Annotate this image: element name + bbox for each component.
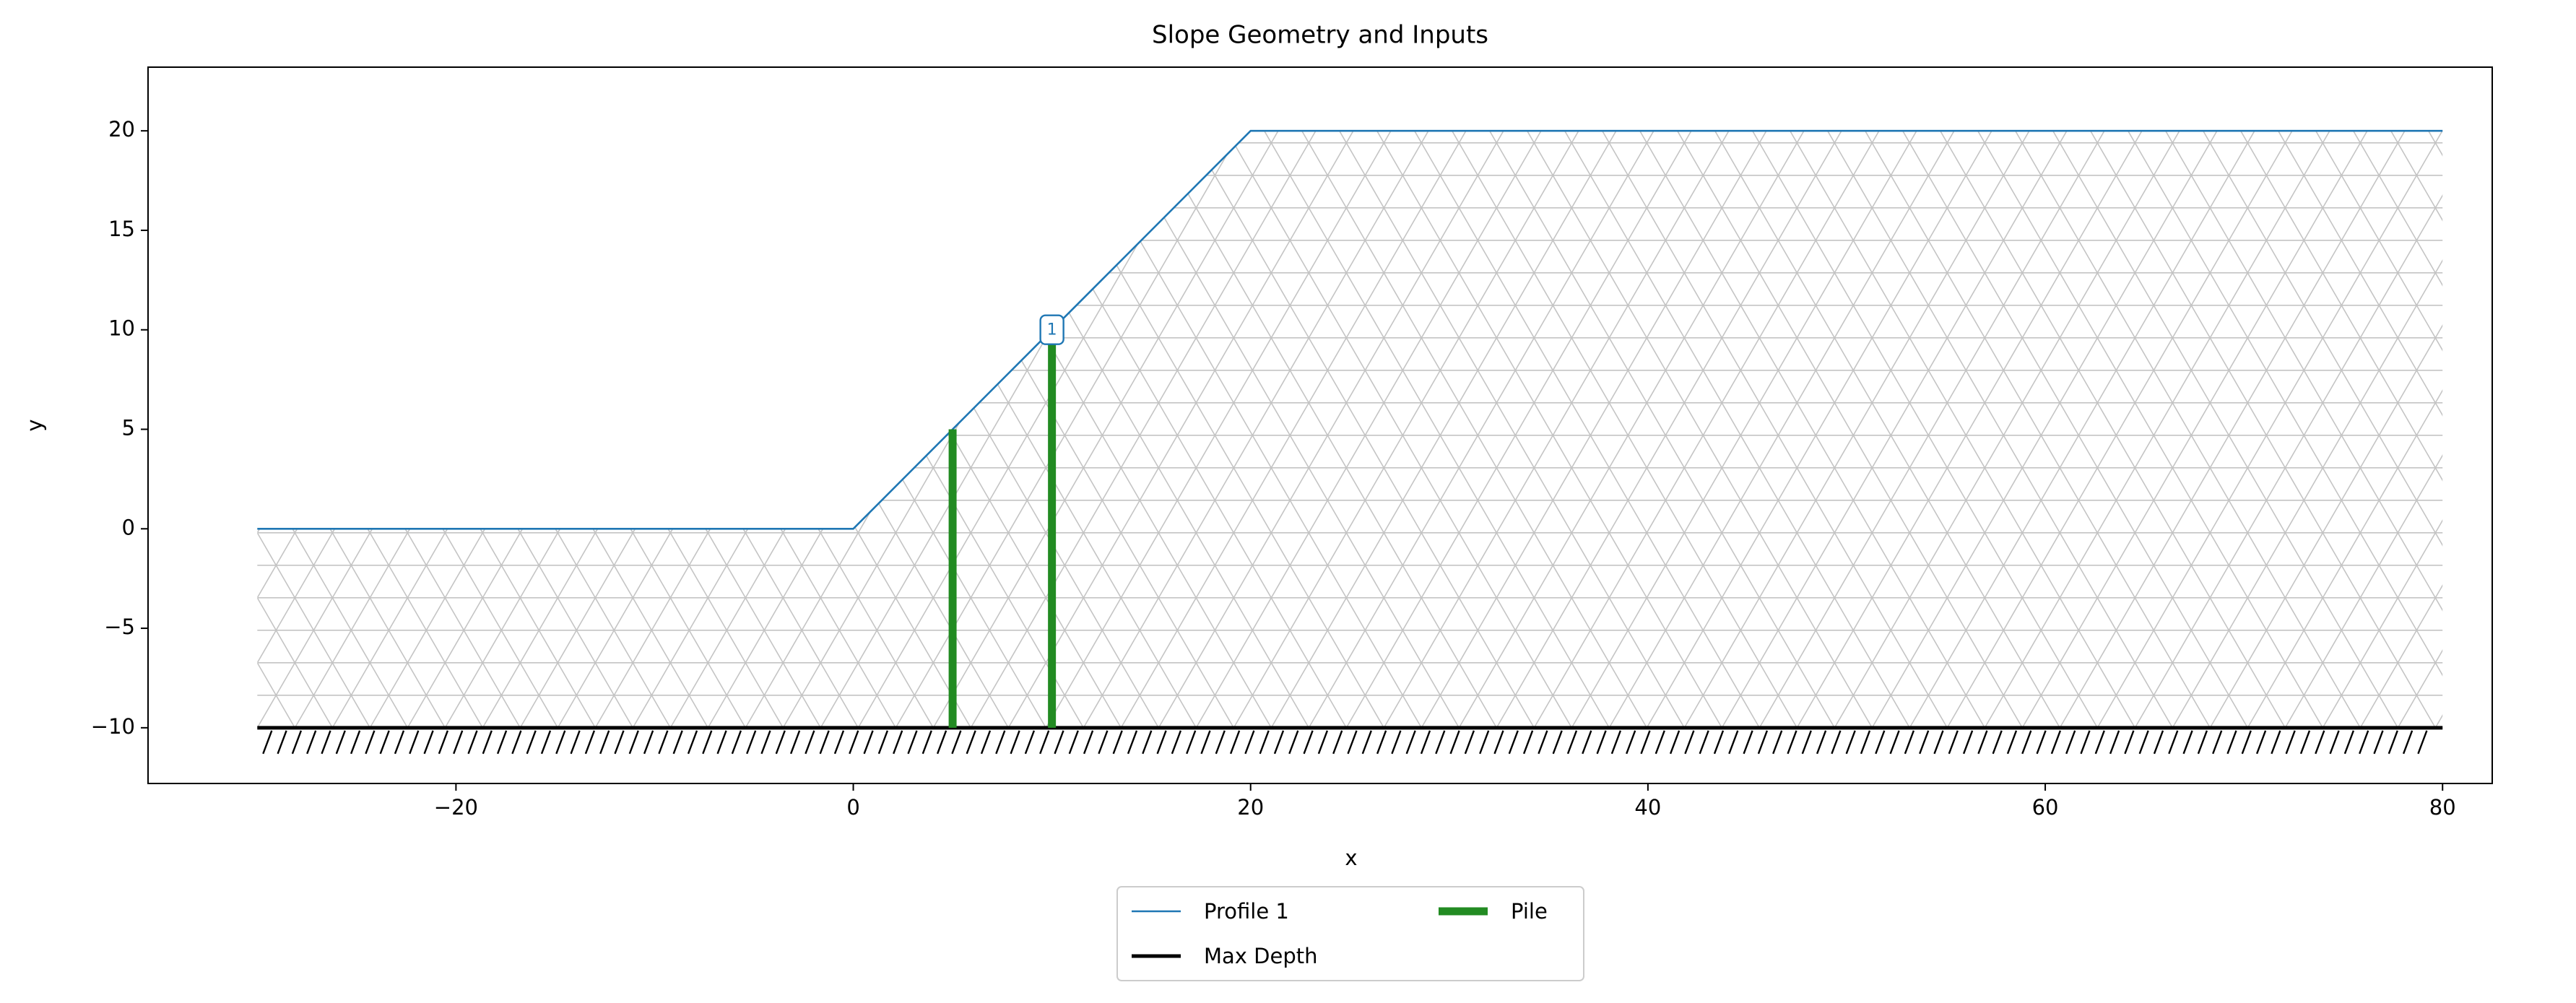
legend-label: Pile [1511, 899, 1548, 924]
plot-frame [147, 66, 2493, 784]
x-axis-label: x [1345, 846, 1357, 870]
y-tick-label: 10 [108, 316, 135, 341]
x-tick-label: −20 [434, 795, 478, 820]
legend-label: Max Depth [1204, 944, 1318, 968]
y-tick-label: 15 [108, 217, 135, 241]
x-tick-label: 40 [1634, 795, 1661, 820]
annotation-box [1039, 314, 1064, 345]
y-tick-label: 5 [122, 416, 135, 440]
y-tick-label: 0 [122, 515, 135, 539]
series-line [257, 129, 2443, 530]
legend-label: Profile 1 [1204, 899, 1289, 924]
mesh-lines [257, 131, 2443, 728]
x-tick-label: 0 [846, 795, 859, 820]
chart-title: Slope Geometry and Inputs [1152, 21, 1488, 50]
annotation-label: 1 [1047, 321, 1057, 339]
y-axis-label: y [22, 419, 47, 431]
series-line [948, 329, 1057, 728]
x-tick-label: 60 [2032, 795, 2059, 820]
y-tick-label: 20 [108, 117, 135, 142]
mesh [257, 131, 2443, 728]
bedrock-hatch [262, 730, 2428, 755]
y-tick-label: −10 [91, 714, 135, 739]
x-tick-label: 80 [2429, 795, 2456, 820]
y-tick-label: −5 [104, 615, 135, 639]
x-tick-label: 20 [1237, 795, 1264, 820]
